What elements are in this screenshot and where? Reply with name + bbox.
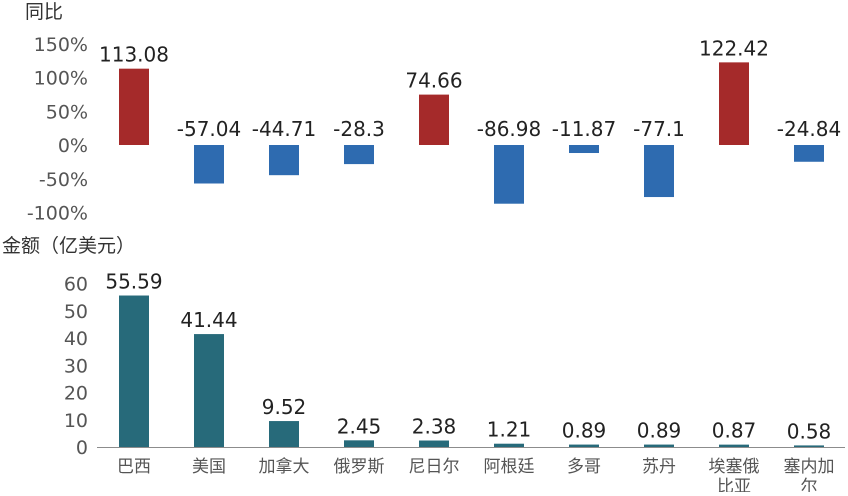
amount-bar	[644, 444, 674, 447]
amount-chart: 金额（亿美元） 60 50 40 30 20 10 0 55.59 巴西 41.44 美国 9.52 加拿…	[2, 235, 845, 496]
amount-data-label: 0.89	[637, 419, 682, 443]
yoy-y-tick-label: -100%	[27, 203, 88, 225]
yoy-y-tick-label: -50%	[39, 169, 88, 191]
yoy-bar	[419, 94, 449, 145]
amount-data-label: 0.58	[787, 419, 832, 443]
x-category-label: 尔	[801, 477, 818, 492]
yoy-chart: 同比 150% 100% 50% 0% -50% -100% 113.08 -57.04 -44.…	[25, 1, 841, 225]
amount-axis-title: 金额（亿美元）	[2, 235, 135, 257]
yoy-data-label: 113.08	[99, 43, 169, 67]
yoy-data-label: -28.3	[333, 117, 385, 141]
yoy-data-label: -77.1	[633, 117, 685, 141]
amount-y-tick-label: 30	[64, 355, 88, 377]
amount-bar	[194, 334, 224, 447]
yoy-data-label: -86.98	[477, 117, 541, 141]
yoy-data-label: -11.87	[552, 117, 616, 141]
amount-data-label: 2.38	[412, 415, 457, 439]
amount-y-tick-label: 10	[64, 410, 88, 432]
x-category-label: 加拿大	[259, 456, 310, 477]
yoy-bar	[719, 62, 749, 145]
x-category-label: 巴西	[117, 457, 151, 477]
yoy-bar	[644, 145, 674, 198]
x-category-label: 俄罗斯	[334, 457, 385, 477]
yoy-y-tick-label: 100%	[34, 68, 88, 90]
x-category-label: 美国	[192, 457, 226, 477]
yoy-data-label: 74.66	[405, 69, 462, 93]
yoy-data-label: 122.42	[699, 36, 769, 60]
yoy-bar	[119, 68, 149, 145]
x-category-label: 阿根廷	[484, 457, 535, 477]
yoy-bar	[344, 145, 374, 165]
amount-data-label: 0.89	[562, 419, 607, 443]
amount-y-tick-label: 20	[64, 383, 88, 405]
amount-bar	[569, 444, 599, 447]
yoy-y-tick-label: 0%	[58, 135, 88, 157]
yoy-bar	[194, 145, 224, 184]
amount-bar	[419, 440, 449, 447]
amount-bar	[119, 295, 149, 447]
amount-bar	[269, 421, 299, 447]
yoy-bar	[269, 145, 299, 176]
amount-data-label: 0.87	[712, 419, 757, 443]
amount-bar	[719, 444, 749, 447]
yoy-bar	[794, 145, 824, 162]
amount-data-label: 1.21	[487, 418, 532, 442]
yoy-data-label: -44.71	[252, 117, 316, 141]
x-category-label: 尼日尔	[409, 457, 460, 477]
yoy-bar	[494, 145, 524, 204]
amount-bar	[344, 440, 374, 447]
amount-bar	[794, 445, 824, 447]
amount-y-tick-label: 50	[64, 301, 88, 323]
yoy-y-tick-label: 50%	[46, 101, 88, 123]
x-category-label: 苏丹	[642, 457, 676, 477]
x-category-label: 多哥	[567, 457, 601, 477]
amount-data-label: 9.52	[262, 395, 307, 419]
x-category-label: 埃塞俄	[709, 457, 760, 477]
yoy-bar	[569, 145, 599, 154]
x-category-label: 塞内加	[784, 457, 835, 477]
amount-bar	[494, 443, 524, 447]
yoy-axis-title: 同比	[25, 1, 63, 23]
amount-data-label: 55.59	[105, 270, 162, 294]
amount-y-tick-label: 40	[64, 328, 88, 350]
amount-data-label: 41.44	[180, 308, 237, 332]
amount-y-tick-label: 60	[64, 274, 88, 296]
amount-y-tick-label: 0	[76, 437, 88, 459]
x-category-label: 比亚	[717, 477, 751, 492]
yoy-data-label: -24.84	[777, 117, 841, 141]
amount-data-label: 2.45	[337, 414, 382, 438]
yoy-data-label: -57.04	[177, 117, 241, 141]
yoy-y-tick-label: 150%	[34, 34, 88, 56]
